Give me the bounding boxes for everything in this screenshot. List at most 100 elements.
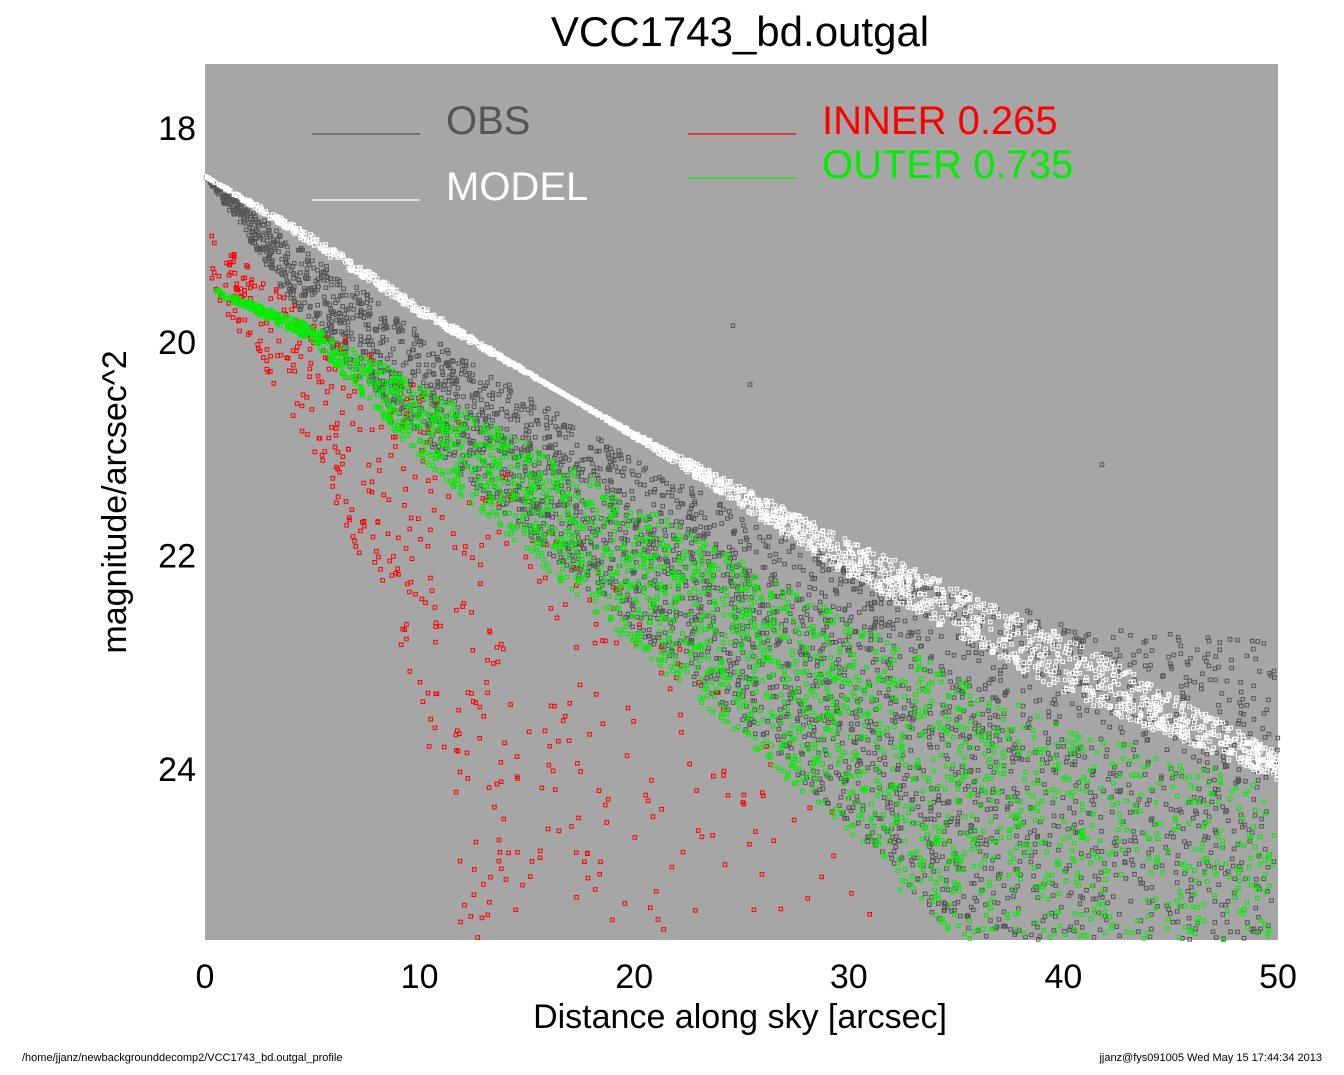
series-obs-point	[1202, 655, 1207, 661]
series-obs-point	[870, 787, 875, 793]
series-obs-point	[725, 668, 731, 674]
series-obs-point	[1113, 872, 1119, 878]
series-obs-point	[991, 725, 996, 730]
series-obs-point	[943, 709, 948, 715]
series-obs-point	[332, 330, 337, 335]
series-obs-point	[1238, 710, 1244, 716]
series-obs-point	[607, 532, 613, 537]
series-obs-point	[909, 858, 914, 863]
series-obs-point	[288, 268, 294, 274]
series-obs-point	[480, 409, 486, 415]
series-obs-point	[952, 907, 957, 913]
series-obs-point	[947, 838, 952, 844]
series-obs-point	[1098, 870, 1104, 875]
series-obs-point	[728, 601, 734, 606]
series-obs-point	[841, 565, 847, 571]
series-obs-point	[830, 604, 836, 610]
series-obs-point	[819, 780, 825, 786]
series-obs-point	[922, 873, 928, 878]
series-obs-point	[727, 658, 732, 663]
series-obs-point	[1251, 926, 1257, 932]
series-obs-point	[1103, 754, 1109, 759]
series-obs-point	[921, 768, 927, 773]
series-obs-point	[536, 470, 542, 475]
series-obs-point	[1236, 864, 1242, 869]
series-obs-point	[994, 799, 1000, 804]
series-obs-point	[350, 336, 355, 342]
series-obs-point	[945, 756, 950, 762]
series-obs-point	[324, 263, 329, 269]
series-obs-point	[1243, 779, 1248, 784]
series-obs-point	[1008, 769, 1014, 774]
series-obs-point	[689, 660, 694, 666]
series-obs-point	[809, 781, 815, 787]
series-obs-point	[824, 705, 830, 711]
series-obs-point	[677, 570, 682, 575]
series-obs-point	[958, 913, 963, 919]
series-obs-point	[1257, 669, 1262, 674]
series-obs-point	[888, 852, 894, 857]
series-obs-point	[668, 509, 673, 515]
series-obs-point	[817, 608, 823, 614]
series-obs-point	[354, 285, 359, 290]
series-obs-point	[529, 400, 535, 405]
series-obs-point	[1117, 911, 1122, 917]
series-obs-point	[782, 628, 788, 634]
series-obs-point	[1033, 885, 1039, 890]
series-obs-point	[1005, 895, 1011, 901]
series-obs-point	[824, 752, 829, 758]
series-obs-point	[615, 469, 620, 474]
series-obs-point	[1031, 887, 1036, 893]
series-obs-point	[470, 362, 476, 368]
series-obs-point	[647, 615, 653, 620]
series-obs-point	[818, 656, 824, 662]
series-obs-point	[788, 695, 794, 701]
series-obs-point	[1189, 892, 1195, 898]
series-obs-point	[842, 673, 847, 678]
series-obs-point	[1061, 630, 1067, 636]
series-obs-point	[676, 551, 682, 556]
series-obs-point	[263, 262, 269, 267]
series-obs-point	[361, 350, 366, 355]
series-obs-point	[642, 611, 648, 617]
series-obs-point	[1066, 629, 1072, 634]
series-obs-point	[554, 411, 560, 417]
series-obs-point	[563, 434, 569, 440]
series-obs-point	[1027, 610, 1033, 616]
series-obs-point	[890, 718, 895, 723]
series-obs-point	[489, 404, 494, 410]
series-obs-point	[1146, 666, 1152, 672]
series-obs-point	[1206, 887, 1212, 893]
series-obs-point	[1067, 805, 1072, 811]
series-obs-point	[1213, 786, 1218, 792]
series-obs-point	[846, 634, 852, 639]
series-obs-point	[739, 517, 745, 523]
series-obs-point	[1188, 897, 1194, 903]
series-obs-point	[326, 313, 332, 319]
series-obs-point	[834, 770, 839, 776]
series-obs-point	[860, 803, 866, 808]
series-obs-point	[836, 606, 842, 612]
series-obs-point	[337, 282, 343, 287]
series-obs-point	[679, 519, 684, 525]
series-obs-point	[1168, 807, 1174, 812]
series-obs-point	[692, 615, 698, 620]
series-obs-point	[366, 326, 371, 332]
series-obs-point	[928, 744, 934, 750]
series-obs-point	[519, 507, 525, 512]
series-obs-point	[1174, 909, 1180, 914]
series-obs-point	[922, 891, 928, 897]
series-obs-point	[689, 503, 695, 508]
series-obs-point	[945, 887, 951, 893]
series-obs-point	[1229, 856, 1235, 862]
series-obs-point	[896, 763, 901, 768]
series-obs-point	[837, 670, 842, 676]
series-obs-point	[1149, 648, 1155, 654]
series-obs-point	[834, 589, 839, 594]
series-obs-point	[565, 502, 570, 507]
series-obs-point	[239, 203, 244, 209]
series-obs-point	[945, 800, 951, 806]
series-obs-point	[906, 698, 912, 704]
series-obs-point	[897, 654, 903, 659]
series-obs-point	[1232, 876, 1238, 882]
